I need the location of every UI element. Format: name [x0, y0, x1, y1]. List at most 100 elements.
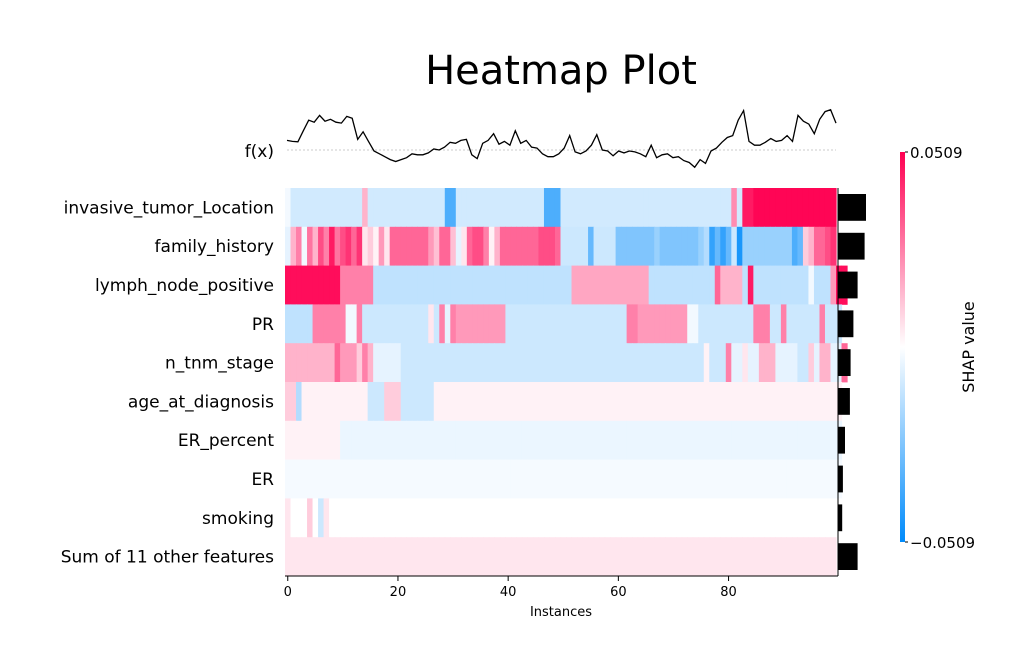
heatmap-cell: [648, 226, 655, 266]
heatmap-cell: [830, 382, 837, 422]
heatmap-cell: [499, 537, 506, 577]
heatmap-cell: [824, 382, 832, 422]
heatmap-cell: [813, 537, 821, 577]
heatmap-cell: [472, 537, 479, 577]
heatmap-cell: [450, 382, 457, 422]
heatmap-cell: [703, 343, 710, 383]
heatmap-cell: [356, 498, 363, 538]
heatmap-cell: [621, 304, 628, 344]
heatmap-cell: [753, 188, 760, 228]
heatmap-cell: [521, 537, 529, 577]
heatmap-cell: [488, 420, 495, 460]
heatmap-cell: [521, 304, 529, 344]
importance-bars: [838, 194, 866, 570]
heatmap-cell: [340, 420, 347, 460]
heatmap-cell: [747, 343, 754, 383]
heatmap-cell: [582, 265, 589, 305]
heatmap-cell: [560, 537, 567, 577]
heatmap-cell: [477, 226, 484, 266]
heatmap-cell: [362, 265, 369, 305]
heatmap-cell: [566, 537, 573, 577]
heatmap-cell: [356, 226, 363, 266]
heatmap-cell: [588, 382, 595, 422]
heatmap-cell: [659, 265, 666, 305]
heatmap-cell: [709, 226, 716, 266]
heatmap-cell: [307, 420, 314, 460]
heatmap-cell: [698, 188, 705, 228]
heatmap-cell: [676, 265, 683, 305]
heatmap-cell: [577, 188, 584, 228]
heatmap-cell: [400, 537, 407, 577]
heatmap-cell: [312, 343, 319, 383]
heatmap-cell: [532, 382, 540, 422]
heatmap-cell: [610, 420, 617, 460]
heatmap-cell: [488, 265, 495, 305]
fx-line: [286, 108, 837, 169]
heatmap-cell: [676, 420, 683, 460]
heatmap-cell: [340, 188, 347, 228]
heatmap-cell: [808, 459, 815, 499]
heatmap-cell: [323, 498, 330, 538]
heatmap-cell: [687, 304, 694, 344]
heatmap-cell: [703, 459, 710, 499]
heatmap-cell: [384, 382, 391, 422]
heatmap-cell: [615, 382, 622, 422]
heatmap-cell: [532, 343, 540, 383]
heatmap-cell: [384, 304, 391, 344]
heatmap-cell: [433, 420, 440, 460]
heatmap-cell: [736, 498, 743, 538]
heatmap-cell: [698, 459, 705, 499]
heatmap-cell: [549, 420, 556, 460]
heatmap-cell: [428, 188, 435, 228]
heatmap-cell: [488, 382, 495, 422]
heatmap-cell: [731, 188, 738, 228]
heatmap-cell: [543, 537, 551, 577]
heatmap-cell: [566, 304, 573, 344]
heatmap-cell: [648, 382, 655, 422]
heatmap-cell: [312, 420, 319, 460]
heatmap-cell: [588, 459, 595, 499]
heatmap-cell: [290, 498, 297, 538]
heatmap-cell: [318, 343, 325, 383]
heatmap-cell: [450, 188, 457, 228]
heatmap-cell: [362, 382, 369, 422]
heatmap-cell: [466, 459, 473, 499]
heatmap-cell: [665, 420, 672, 460]
heatmap-cell: [362, 420, 369, 460]
heatmap-cell: [819, 459, 826, 499]
heatmap-cell: [296, 420, 303, 460]
heatmap-cell: [670, 537, 677, 577]
heatmap-cell: [566, 343, 573, 383]
heatmap-cell: [824, 498, 832, 538]
heatmap-cell: [510, 226, 518, 266]
heatmap-cell: [775, 343, 782, 383]
heatmap-cell: [687, 265, 694, 305]
heatmap-cell: [340, 537, 347, 577]
heatmap-cell: [378, 537, 385, 577]
heatmap-cell: [527, 498, 534, 538]
heatmap-cell: [406, 382, 413, 422]
heatmap-cell: [307, 343, 314, 383]
heatmap-cell: [527, 304, 534, 344]
heatmap-cell: [510, 343, 518, 383]
heatmap-cell: [703, 382, 710, 422]
heatmap-cell: [477, 420, 484, 460]
heatmap-cell: [461, 537, 468, 577]
heatmap-cell: [764, 382, 771, 422]
heatmap-cell: [626, 459, 633, 499]
heatmap-cell: [599, 226, 606, 266]
heatmap-cell: [494, 343, 501, 383]
heatmap-cell: [505, 226, 512, 266]
heatmap-cell: [615, 188, 622, 228]
heatmap-cell: [466, 265, 473, 305]
heatmap-cell: [323, 304, 330, 344]
heatmap-cell: [439, 420, 446, 460]
heatmap-cell: [753, 304, 760, 344]
heatmap-cell: [637, 459, 644, 499]
heatmap-cell: [483, 226, 490, 266]
heatmap-cell: [334, 420, 341, 460]
heatmap-cell: [367, 420, 374, 460]
heatmap-cell: [687, 459, 694, 499]
heatmap-cell: [444, 304, 451, 344]
fx-label: f(x): [245, 142, 274, 162]
